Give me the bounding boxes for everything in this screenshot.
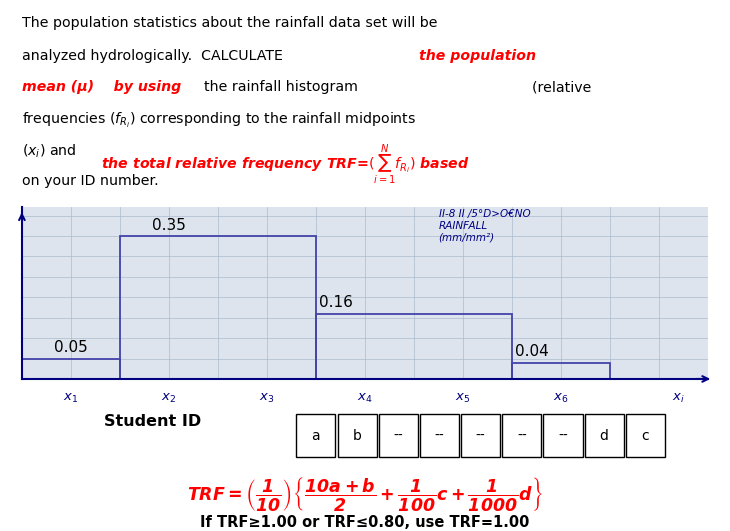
Text: $x_i$: $x_i$ xyxy=(672,392,685,405)
Text: 0.04: 0.04 xyxy=(515,345,548,359)
Text: If TRF≥1.00 or TRF≤0.80, use TRF=1.00: If TRF≥1.00 or TRF≤0.80, use TRF=1.00 xyxy=(200,515,530,529)
FancyBboxPatch shape xyxy=(337,414,377,458)
Text: Student ID: Student ID xyxy=(104,414,201,429)
Text: d: d xyxy=(600,429,609,443)
Text: $x_5$: $x_5$ xyxy=(456,392,471,405)
FancyBboxPatch shape xyxy=(420,414,459,458)
Text: on your ID number.: on your ID number. xyxy=(22,174,158,188)
FancyBboxPatch shape xyxy=(585,414,623,458)
Bar xyxy=(512,363,610,379)
Text: --: -- xyxy=(558,429,568,443)
Text: mean (μ)    by using: mean (μ) by using xyxy=(22,80,181,94)
Bar xyxy=(316,314,512,379)
Text: II-8 II /5°D>O€NO
RAINFALL
(mm/mm²): II-8 II /5°D>O€NO RAINFALL (mm/mm²) xyxy=(439,209,530,243)
Text: --: -- xyxy=(476,429,485,443)
Bar xyxy=(120,236,316,379)
Text: --: -- xyxy=(434,429,445,443)
Text: $x_6$: $x_6$ xyxy=(553,392,569,405)
Text: --: -- xyxy=(517,429,526,443)
Text: 0.05: 0.05 xyxy=(54,340,88,355)
FancyBboxPatch shape xyxy=(543,414,583,458)
Text: The population statistics about the rainfall data set will be: The population statistics about the rain… xyxy=(22,16,437,30)
Text: frequencies ($f_{R_i}$) corresponding to the rainfall midpoints: frequencies ($f_{R_i}$) corresponding to… xyxy=(22,112,416,131)
Text: the total relative frequency TRF=$(\sum_{i=1}^{N} f_{R_i})$ based: the total relative frequency TRF=$(\sum_… xyxy=(101,142,469,186)
Text: $x_3$: $x_3$ xyxy=(259,392,274,405)
Text: 0.16: 0.16 xyxy=(319,295,353,310)
Text: analyzed hydrologically.  CALCULATE: analyzed hydrologically. CALCULATE xyxy=(22,49,283,63)
Text: ($x_i$) and: ($x_i$) and xyxy=(22,142,76,160)
Text: (relative: (relative xyxy=(523,80,591,94)
Text: the population: the population xyxy=(418,49,536,63)
FancyBboxPatch shape xyxy=(461,414,500,458)
Text: --: -- xyxy=(393,429,403,443)
Text: $x_1$: $x_1$ xyxy=(64,392,79,405)
Bar xyxy=(22,358,120,379)
Text: b: b xyxy=(353,429,361,443)
Text: $x_2$: $x_2$ xyxy=(161,392,177,405)
FancyBboxPatch shape xyxy=(296,414,336,458)
Text: $x_4$: $x_4$ xyxy=(357,392,373,405)
Text: the rainfall histogram: the rainfall histogram xyxy=(204,80,358,94)
Text: $\bfit{TRF} = \left(\dfrac{1}{10}\right)\left\{\dfrac{10a + b}{2} + \dfrac{1}{10: $\bfit{TRF} = \left(\dfrac{1}{10}\right)… xyxy=(187,475,543,512)
FancyBboxPatch shape xyxy=(626,414,665,458)
FancyBboxPatch shape xyxy=(379,414,418,458)
Text: a: a xyxy=(312,429,320,443)
FancyBboxPatch shape xyxy=(502,414,542,458)
Text: c: c xyxy=(642,429,649,443)
Text: 0.35: 0.35 xyxy=(152,218,186,233)
